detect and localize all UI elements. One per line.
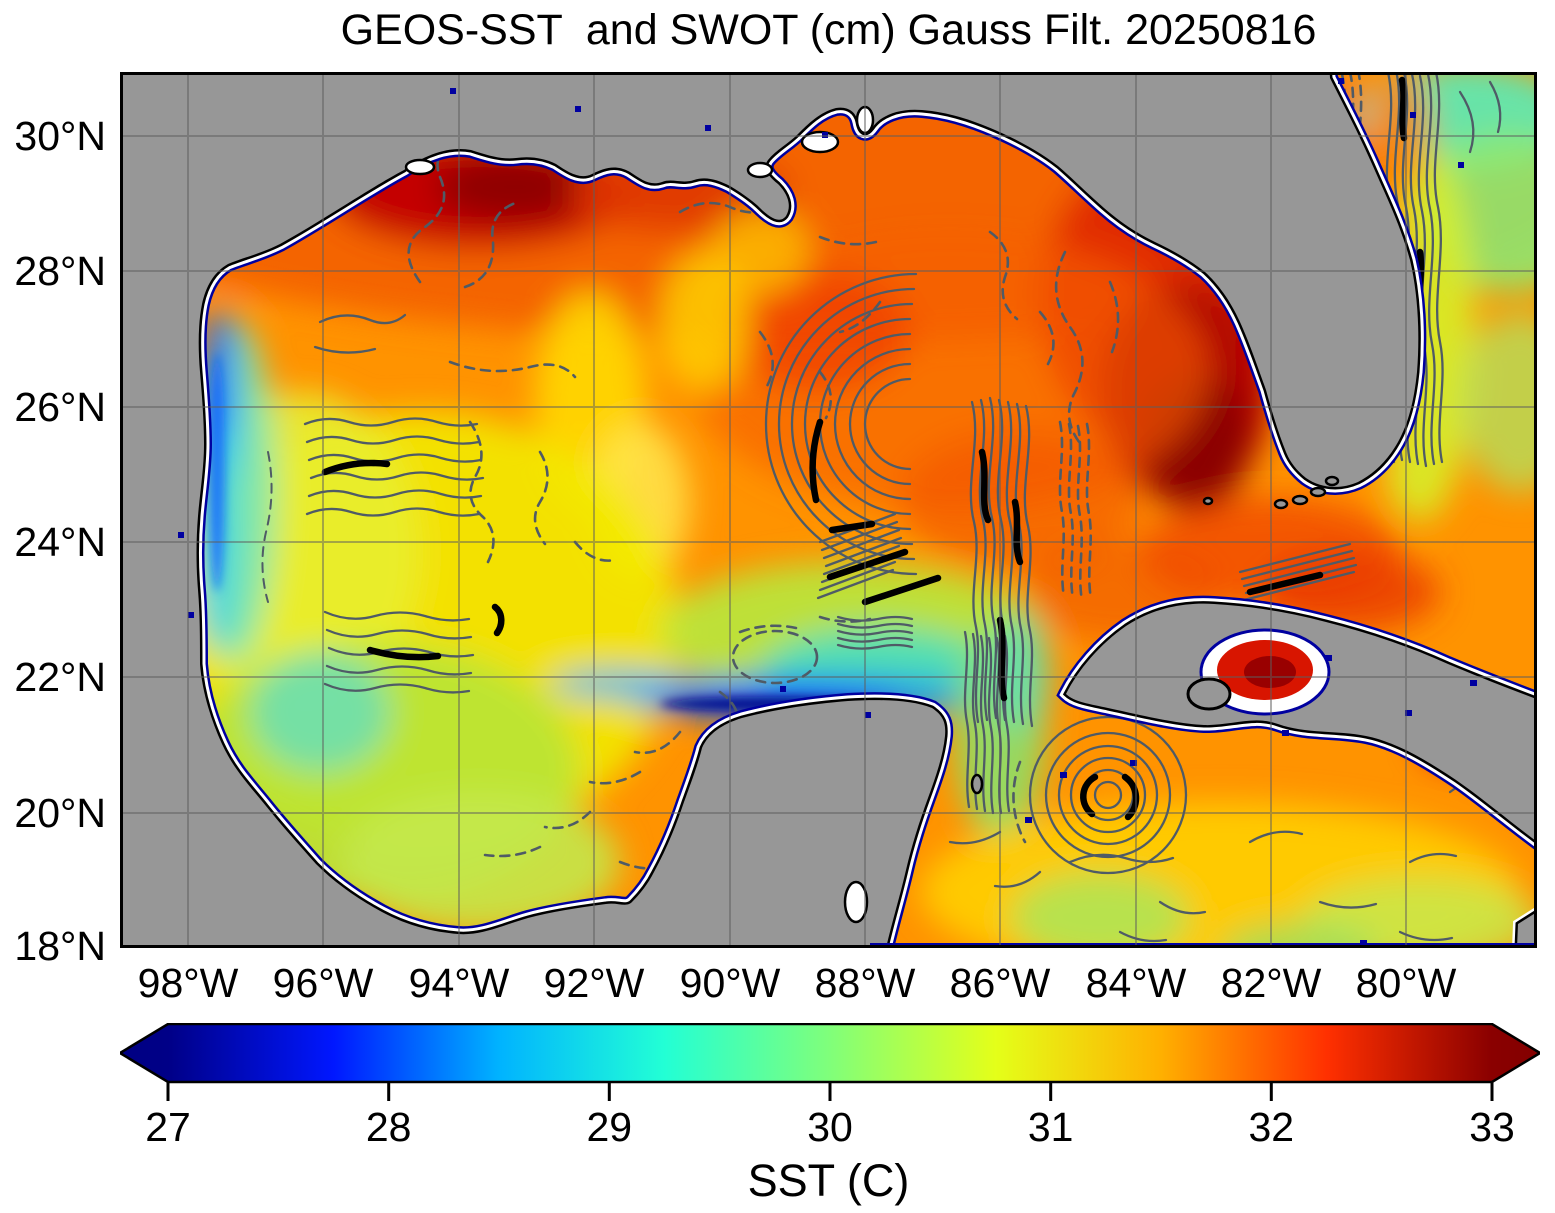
map-plot-area bbox=[120, 72, 1537, 948]
x-tick-86w: 86°W bbox=[949, 960, 1051, 1006]
y-tick-22n: 22°N bbox=[14, 654, 106, 700]
y-tick-20n: 20°N bbox=[14, 790, 106, 836]
batabano-gulf bbox=[1186, 628, 1331, 716]
x-tick-90w: 90°W bbox=[679, 960, 781, 1006]
cb-tick-29: 29 bbox=[586, 1104, 633, 1150]
swot-contours-bold bbox=[321, 76, 1425, 821]
colorbar-label: SST (C) bbox=[747, 1155, 910, 1206]
x-tick-98w: 98°W bbox=[137, 960, 239, 1006]
land-se-corner bbox=[1516, 912, 1537, 948]
x-tick-94w: 94°W bbox=[408, 960, 510, 1006]
x-tick-92w: 92°W bbox=[543, 960, 645, 1006]
colorbar-ticks bbox=[166, 1082, 1494, 1101]
colorbar-gradient-bar bbox=[117, 1022, 1543, 1084]
y-tick-24n: 24°N bbox=[14, 519, 106, 565]
islands bbox=[970, 475, 1340, 795]
cb-tick-31: 31 bbox=[1027, 1104, 1074, 1150]
y-tick-26n: 26°N bbox=[14, 384, 106, 430]
cb-tick-32: 32 bbox=[1248, 1104, 1295, 1150]
colorbar bbox=[117, 1022, 1543, 1103]
x-tick-96w: 96°W bbox=[272, 960, 374, 1006]
cb-tick-27: 27 bbox=[145, 1104, 191, 1150]
cb-tick-33: 33 bbox=[1469, 1104, 1515, 1150]
x-tick-82w: 82°W bbox=[1220, 960, 1322, 1006]
y-tick-18n: 18°N bbox=[14, 923, 106, 969]
x-tick-84w: 84°W bbox=[1085, 960, 1187, 1006]
y-tick-28n: 28°N bbox=[14, 248, 106, 294]
cb-tick-30: 30 bbox=[807, 1104, 853, 1150]
isla-de-la-juventud bbox=[1186, 677, 1232, 711]
plot-title: GEOS-SST and SWOT (cm) Gauss Filt. 20250… bbox=[340, 6, 1317, 54]
graticule bbox=[120, 72, 1537, 948]
x-tick-88w: 88°W bbox=[814, 960, 916, 1006]
x-tick-80w: 80°W bbox=[1355, 960, 1457, 1006]
cb-tick-28: 28 bbox=[365, 1104, 412, 1150]
plot-frame bbox=[120, 72, 1537, 948]
map-canvas bbox=[120, 72, 1537, 948]
y-tick-30n: 30°N bbox=[14, 113, 106, 159]
colorbar-canvas bbox=[117, 1022, 1543, 1101]
